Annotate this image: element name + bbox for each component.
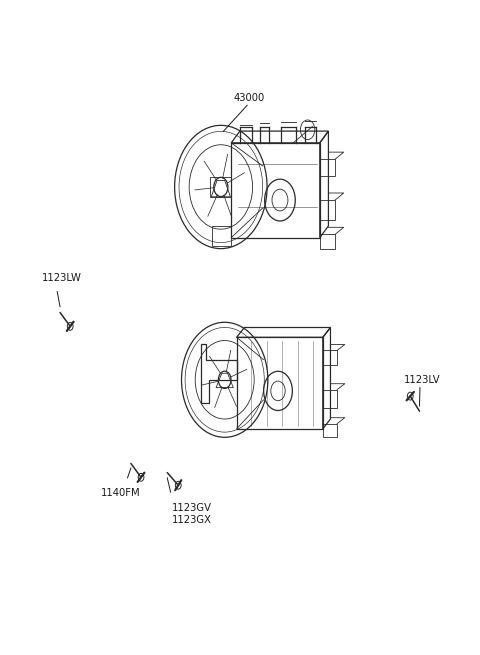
Text: 1123LV: 1123LV [404,375,441,385]
Text: 1123GX: 1123GX [172,515,212,525]
Text: 43000: 43000 [234,93,265,103]
Text: 1123GV: 1123GV [172,502,212,513]
Text: 1140FM: 1140FM [101,487,141,498]
Text: 1123LW: 1123LW [41,273,81,283]
